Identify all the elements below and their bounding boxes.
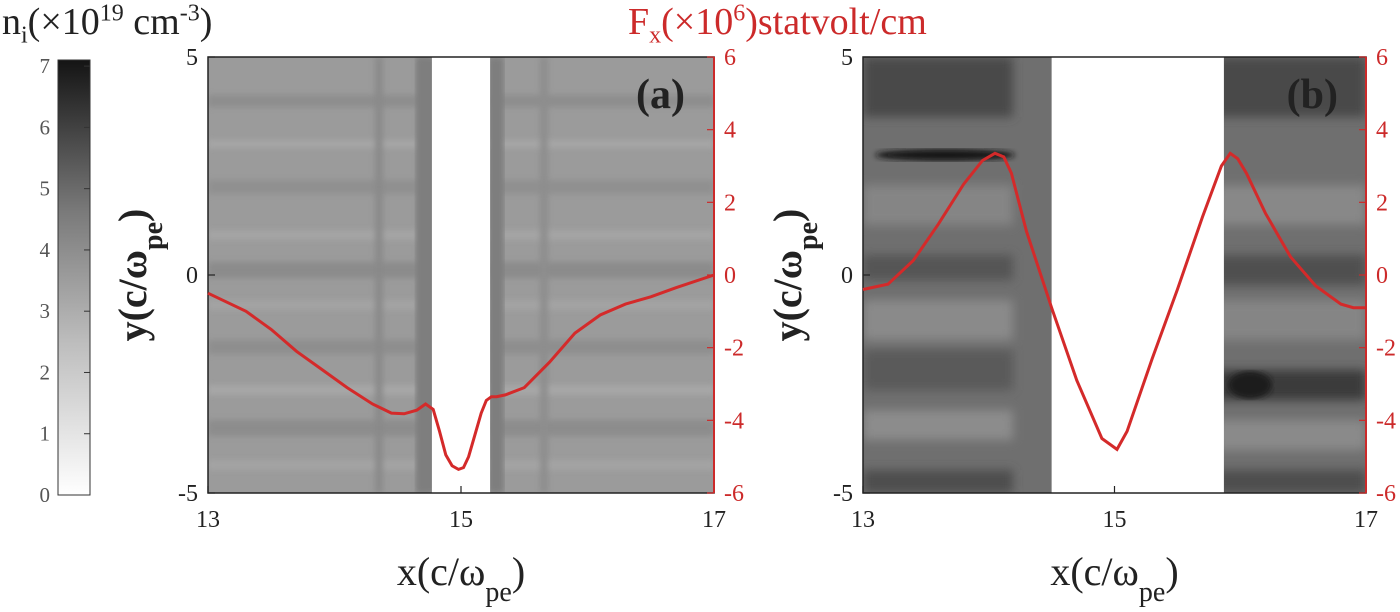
panel-b-y2-tick-label: -2 — [1376, 336, 1396, 362]
panel-a-y-tick-label: -5 — [178, 481, 198, 507]
panel-b-y2-tick-label: 4 — [1376, 118, 1388, 144]
colorbar-tick-label: 1 — [40, 422, 51, 446]
colorbar-gradient — [57, 59, 91, 496]
panel-a: (a) 13 15 17 -5 0 5 -6 -4 -2 0 2 4 6 x(c/ωpe) y(c/ωpe) — [110, 45, 744, 608]
colorbar-tick-label: 5 — [40, 177, 51, 201]
panel-b-x-tick-label: 13 — [851, 507, 875, 533]
panel-a-y2-tick-label: 0 — [724, 263, 736, 289]
colorbar-ticks: 0 1 2 3 4 5 6 7 — [40, 54, 90, 507]
panel-a-density-map — [208, 57, 714, 493]
panel-a-y2-tick-label: -4 — [724, 408, 744, 434]
panel-a-y2-tick-label: 2 — [724, 190, 736, 216]
panel-a-y-tick-label: 0 — [186, 263, 198, 289]
colorbar-tick-label: 4 — [40, 238, 51, 262]
panel-b-x-tick-label: 17 — [1354, 507, 1378, 533]
panel-a-y-axis-label: y(c/ωpe) — [110, 209, 169, 342]
colorbar-tick-label: 0 — [40, 483, 51, 507]
colorbar-tick-label: 3 — [40, 299, 51, 323]
panel-b-y-tick-label: 0 — [841, 263, 853, 289]
panel-a-y2-tick-label: 6 — [724, 45, 736, 71]
panel-b-force-curve — [862, 151, 1366, 452]
colorbar-tick-label: 6 — [40, 115, 51, 139]
colorbar-title: ni(×1019 cm-3) — [2, 0, 213, 49]
panel-a-y2-tick-label: -6 — [724, 481, 744, 507]
panel-b-label: (b) — [1287, 72, 1338, 118]
panel-a-x-tick-label: 15 — [449, 507, 473, 533]
panel-a-y-tick-label: 5 — [186, 45, 198, 71]
panel-a-x-axis-label: x(c/ωpe) — [397, 549, 525, 608]
panel-b-x-axis-label: x(c/ωpe) — [1050, 549, 1178, 608]
colorbar: 0 1 2 3 4 5 6 7 — [40, 54, 91, 507]
colorbar-tick-label: 2 — [40, 360, 51, 384]
panel-a-force-curve — [207, 273, 715, 472]
panel-a-y2-tick-label: -2 — [724, 336, 744, 362]
panel-a-x-tick-label: 17 — [702, 507, 726, 533]
panel-b-y2-tick-label: 6 — [1376, 45, 1388, 71]
panel-a-x-tick-label: 13 — [196, 507, 220, 533]
panel-b-y2-tick-label: 0 — [1376, 263, 1388, 289]
panel-b-y-tick-label: -5 — [833, 481, 853, 507]
panel-b-y2-tick-label: -4 — [1376, 408, 1396, 434]
colorbar-tick-label: 7 — [40, 54, 51, 78]
panel-b-density-map — [863, 57, 1366, 493]
panel-b-y-axis-label: y(c/ωpe) — [765, 209, 824, 342]
panel-a-label: (a) — [636, 72, 685, 118]
panel-b-x-tick-label: 15 — [1103, 507, 1127, 533]
panel-a-y2-tick-label: 4 — [724, 118, 736, 144]
panel-b-y2-tick-label: -6 — [1376, 481, 1396, 507]
force-axis-title: Fx(×106)statvolt/cm — [628, 0, 927, 49]
panel-b-y2-tick-label: 2 — [1376, 190, 1388, 216]
panel-b-y-tick-label: 5 — [841, 45, 853, 71]
panel-b: (b) 13 15 17 -5 0 5 -6 -4 -2 0 2 4 6 x(c/ωpe) y(c/ωpe) — [765, 45, 1396, 608]
